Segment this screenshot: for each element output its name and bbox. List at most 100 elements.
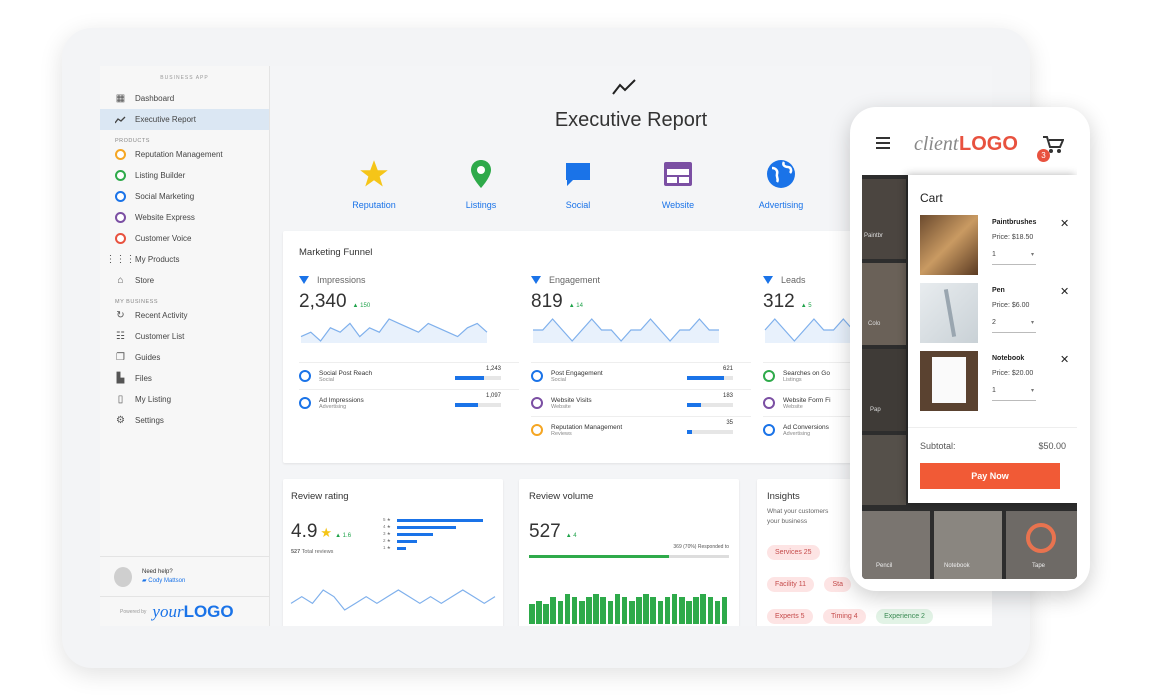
star-bar-label: 1 ★ <box>383 545 391 550</box>
quantity-select[interactable]: 1 ▾ <box>992 251 1036 265</box>
volume-bar <box>643 594 649 624</box>
phone-screen: client LOGO 3 Paintbr Colo Pap <box>862 119 1077 579</box>
metric-bar <box>455 376 501 380</box>
funnel-metric-row[interactable]: Website Visits Website 183 <box>531 389 751 416</box>
brand-your: your <box>152 601 184 621</box>
cart-item-name: Pen <box>992 287 1005 294</box>
insight-chip[interactable]: Timing 4 <box>823 609 866 624</box>
star-bar <box>397 518 483 522</box>
customer-voice-dot-icon <box>115 233 126 244</box>
sidebar-item-reputation-management[interactable]: Reputation Management <box>100 144 269 165</box>
gear-icon: ⚙ <box>116 415 125 426</box>
metric-name: Social Post Reach <box>319 369 373 377</box>
sidebar-item-my-products[interactable]: ⋮⋮⋮ My Products <box>100 249 269 270</box>
sidebar-item-store[interactable]: ⌂ Store <box>100 270 269 291</box>
star-bar-row: 5 ★ <box>383 517 493 523</box>
insight-chip[interactable]: Sta <box>824 577 851 592</box>
funnel-column-1: Engagement 819 ▲ 14 Post Engagement Social 62… <box>531 275 751 443</box>
help-contact[interactable]: Need help? ▰ Cody Mattson <box>100 556 270 596</box>
sparkline-line <box>533 318 719 342</box>
sidebar-item-label: Customer List <box>135 332 185 341</box>
metric-value: 1,243 <box>485 366 501 372</box>
volume-bar <box>714 600 721 624</box>
insight-chip[interactable]: Experience 2 <box>876 609 933 624</box>
star-bar-label: 3 ★ <box>383 531 391 536</box>
rating-sparkline <box>290 589 496 611</box>
sidebar-item-dashboard[interactable]: ▦ Dashboard <box>100 88 269 109</box>
responded-progress-fill <box>529 555 669 558</box>
funnel-metric-row[interactable]: Post Engagement Social 621 <box>531 362 751 389</box>
remove-item-icon[interactable]: ✕ <box>1060 354 1070 366</box>
metric-source: Reviews <box>551 430 572 437</box>
cart-item-price: Price: $20.00 <box>992 370 1034 377</box>
pen-shape <box>943 289 957 337</box>
help-title: Need help? <box>142 569 173 575</box>
sidebar-item-listing-builder[interactable]: Listing Builder <box>100 165 269 186</box>
product-tile[interactable]: Colo <box>862 263 906 345</box>
reputation-dot-icon <box>115 149 126 160</box>
product-tile[interactable]: Tape <box>1006 511 1077 579</box>
pay-now-button[interactable]: Pay Now <box>920 463 1060 489</box>
volume-bar <box>550 597 557 624</box>
sidebar-item-guides[interactable]: ❐ Guides <box>100 347 269 368</box>
insight-chip[interactable]: Experts 5 <box>767 609 813 624</box>
funnel-metric-row[interactable]: Ad Impressions Advertising 1,097 <box>299 389 519 416</box>
card-title: Review volume <box>529 491 594 502</box>
chat-icon: ▰ <box>142 578 149 584</box>
insight-chip[interactable]: Facility 11 <box>767 577 814 592</box>
funnel-metric-row[interactable]: Reputation Management Reviews 35 <box>531 416 751 443</box>
sidebar-item-label: Files <box>135 374 152 383</box>
funnel-header: Impressions <box>299 275 519 285</box>
sidebar-item-files[interactable]: ▙ Files <box>100 368 269 389</box>
quantity-select[interactable]: 2 ▾ <box>992 319 1036 333</box>
rating-value: 4.9 <box>291 521 318 542</box>
product-tile[interactable]: Pap <box>862 349 906 431</box>
shopping-cart-icon[interactable] <box>1042 135 1065 160</box>
product-tile[interactable]: Paintbr <box>862 179 906 259</box>
quantity-select[interactable]: 1 ▾ <box>992 387 1036 401</box>
category-advertising[interactable]: Advertising <box>736 160 826 210</box>
sidebar-item-customer-list[interactable]: ☷ Customer List <box>100 326 269 347</box>
sidebar-item-my-listing[interactable]: ▯ My Listing <box>100 389 269 410</box>
funnel-metrics: Post Engagement Social 621 Website Visits We… <box>531 362 751 443</box>
card-title: Review rating <box>291 491 349 502</box>
volume-bar <box>593 594 599 624</box>
cart-item: Pen Price: $6.00 2 ▾ ✕ <box>920 283 1070 345</box>
sidebar-item-website-express[interactable]: Website Express <box>100 207 269 228</box>
remove-item-icon[interactable]: ✕ <box>1060 286 1070 298</box>
volume-bar <box>557 600 564 624</box>
remove-item-icon[interactable]: ✕ <box>1060 218 1070 230</box>
product-tile[interactable] <box>862 435 906 505</box>
funnel-metric-row[interactable]: Social Post Reach Social 1,243 <box>299 362 519 389</box>
category-listings[interactable]: Listings <box>436 160 526 210</box>
volume-bar <box>679 597 685 624</box>
product-tile-label: Paintbr <box>864 233 884 239</box>
category-social[interactable]: Social <box>533 160 623 210</box>
sidebar-item-settings[interactable]: ⚙ Settings <box>100 410 269 431</box>
volume-summary: 527 ▲ 4 <box>529 521 577 543</box>
star-bar <box>397 532 433 536</box>
funnel-value: 2,340 <box>299 291 347 312</box>
hamburger-menu-icon[interactable] <box>876 137 890 149</box>
sidebar: BUSINESS APP ▦ Dashboard Executive Repor… <box>100 66 270 626</box>
metric-value: 1,097 <box>485 393 501 399</box>
paintbrushes-image <box>920 215 978 275</box>
product-tile[interactable]: Pencil <box>862 511 930 579</box>
location-pin-icon <box>436 160 526 188</box>
category-reputation[interactable]: Reputation <box>329 160 419 210</box>
client-logo: LOGO <box>959 133 1018 155</box>
funnel-column-0: Impressions 2,340 ▲ 150 Social Post Reach So… <box>299 275 519 416</box>
sidebar-item-label: My Listing <box>135 395 172 404</box>
insight-chip[interactable]: Services 25 <box>767 545 820 560</box>
sidebar-item-social-marketing[interactable]: Social Marketing <box>100 186 269 207</box>
sidebar-item-executive-report[interactable]: Executive Report <box>100 109 269 130</box>
category-website[interactable]: Website <box>633 160 723 210</box>
product-tile[interactable]: Notebook <box>934 511 1002 579</box>
help-contact-name[interactable]: ▰ Cody Mattson <box>142 578 186 584</box>
sidebar-item-recent-activity[interactable]: ↻ Recent Activity <box>100 305 269 326</box>
volume-value: 527 <box>529 521 561 542</box>
volume-bar <box>579 600 585 624</box>
sidebar-item-customer-voice[interactable]: Customer Voice <box>100 228 269 249</box>
rating-summary: 4.9 ★ ▲ 1.6 <box>291 521 351 543</box>
volume-bar <box>536 600 542 624</box>
